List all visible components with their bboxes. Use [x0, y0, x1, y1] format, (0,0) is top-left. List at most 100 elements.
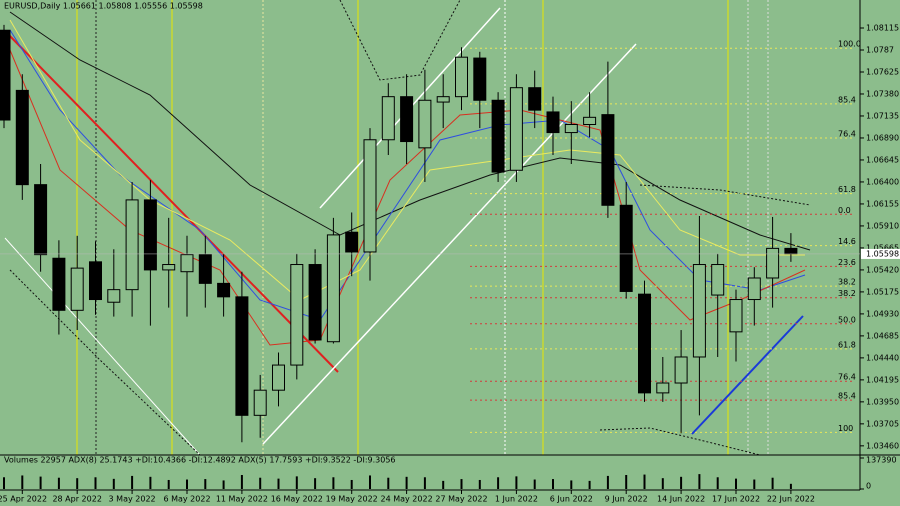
price-panel	[0, 0, 860, 455]
x-tick-label: 24 May 2022	[381, 495, 433, 504]
chart-title: EURUSD,Daily 1.05661 1.05808 1.05556 1.0…	[4, 2, 203, 11]
y-tick-label: 1.06645	[866, 155, 899, 164]
fib-label: 23.6	[838, 258, 856, 267]
fib-label: 76.4	[838, 129, 856, 138]
channel-line	[4, 237, 201, 456]
candle-body	[619, 204, 633, 292]
candle-body	[0, 29, 11, 121]
x-tick-label: 6 May 2022	[163, 495, 210, 504]
candle-body	[400, 96, 414, 143]
volume-tick-label: 137390	[866, 456, 897, 465]
last-price-box	[861, 248, 900, 259]
channel-line	[262, 43, 637, 445]
y-tick-label: 1.07380	[866, 89, 899, 98]
y-tick-label: 1.07135	[866, 111, 899, 120]
candle-body	[107, 289, 121, 303]
x-tick-label: 9 Jun 2022	[605, 495, 648, 504]
y-tick-label: 1.03705	[866, 419, 899, 428]
y-tick-label: 1.06890	[866, 133, 899, 142]
fib-label: 38.2	[838, 289, 856, 298]
y-tick-label: 1.05175	[866, 287, 899, 296]
candle-body	[638, 293, 651, 394]
x-tick-label: 14 Jun 2022	[657, 495, 705, 504]
candle-body	[601, 114, 615, 206]
candle-body	[711, 264, 725, 296]
candle-body	[52, 257, 66, 311]
fib-label: 85.4	[838, 95, 856, 104]
x-tick-label: 17 Jun 2022	[712, 495, 760, 504]
candle-body	[729, 299, 743, 333]
y-tick-label: 1.03950	[866, 397, 899, 406]
candle-body	[272, 364, 285, 391]
volume-title: Volumes 22957 ADX(8) 25.1743 +DI:10.4366…	[4, 456, 396, 465]
candle-body	[89, 261, 102, 301]
y-tick-label: 1.05665	[866, 243, 899, 252]
y-tick-label: 1.04685	[866, 331, 899, 340]
candle-body	[253, 389, 267, 416]
fib-label: 100	[838, 424, 853, 433]
candle-body	[656, 382, 670, 394]
candle-body	[70, 267, 84, 311]
candle-body	[583, 116, 597, 125]
candle-body	[766, 247, 780, 279]
x-tick-label: 16 May 2022	[271, 495, 323, 504]
x-tick-label: 27 May 2022	[435, 495, 487, 504]
y-tick-label: 1.06155	[866, 199, 899, 208]
candle-body	[162, 264, 176, 271]
y-tick-label: 1.05910	[866, 221, 899, 230]
fib-label: 85.4	[838, 392, 856, 401]
candle-body	[564, 123, 578, 134]
band-line	[339, 0, 461, 81]
candle-body	[180, 254, 194, 273]
x-tick-label: 25 Apr 2022	[0, 495, 47, 504]
fib-label: 14.6	[838, 237, 856, 246]
candle-body	[455, 56, 468, 98]
x-tick-label: 3 May 2022	[109, 495, 156, 504]
candle-body	[326, 234, 340, 343]
y-tick-label: 1.04930	[866, 309, 899, 318]
y-tick-label: 1.0787	[866, 45, 894, 54]
candle-body	[436, 96, 450, 103]
candle-body	[290, 264, 304, 366]
band-line	[639, 184, 811, 206]
candle-body	[34, 184, 48, 256]
x-tick-label: 19 May 2022	[326, 495, 378, 504]
candle-body	[198, 254, 212, 284]
candle-body	[418, 99, 432, 149]
volume-tick-label: 0	[866, 482, 871, 491]
candle-body	[546, 111, 560, 134]
y-tick-label: 1.03460	[866, 441, 899, 450]
fib-label: 38.2	[838, 278, 856, 287]
fib-label: 61.8	[838, 340, 856, 349]
band-line	[599, 427, 761, 456]
candle-body	[308, 264, 322, 341]
fib-label: 76.4	[838, 373, 856, 382]
ma-line	[9, 11, 811, 251]
fib-label: 0.0	[838, 206, 851, 215]
x-tick-label: 28 Apr 2022	[52, 495, 101, 504]
candle-body	[784, 247, 798, 255]
candle-body	[363, 139, 377, 253]
x-tick-label: 6 Jun 2022	[550, 495, 593, 504]
y-tick-label: 1.04440	[866, 353, 899, 362]
candle-body	[345, 231, 359, 253]
decor	[4, 0, 811, 456]
y-tick-label: 1.06400	[866, 177, 899, 186]
candle-body	[125, 199, 139, 291]
candle-body	[674, 356, 688, 384]
y-tick-label: 1.05420	[866, 265, 899, 274]
candle-body	[528, 87, 542, 111]
candle-body	[509, 87, 523, 171]
candle-body	[235, 296, 249, 416]
candle-body	[491, 99, 505, 173]
last-price-label: 1.05598	[866, 249, 899, 258]
y-tick-label: 1.04195	[866, 375, 899, 384]
candle-body	[381, 96, 395, 141]
fib-label: 50.0	[838, 315, 856, 324]
trend-line	[5, 31, 339, 373]
x-tick-label: 11 May 2022	[216, 495, 268, 504]
candle-body	[143, 199, 157, 271]
candle-body	[473, 57, 487, 101]
candle-body	[15, 89, 29, 186]
